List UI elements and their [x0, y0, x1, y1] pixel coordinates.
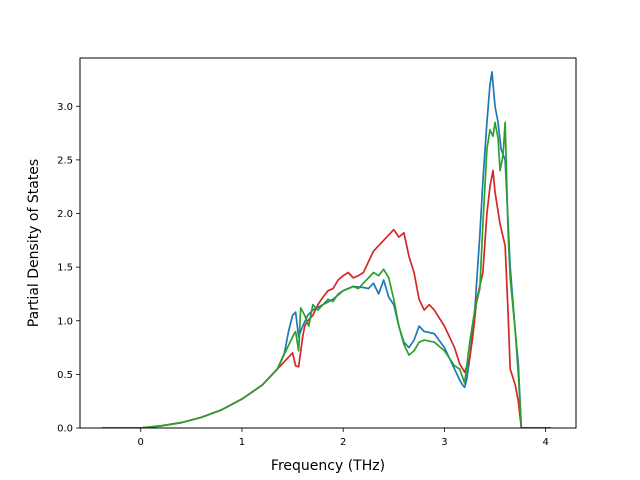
series-layer [102, 71, 551, 428]
plot-frame [79, 57, 577, 429]
x-tick-label: 2 [340, 437, 346, 448]
y-tick-label: 0.0 [57, 424, 73, 435]
y-axis-label: Partial Density of States [26, 159, 42, 327]
y-tick-label: 1.0 [57, 316, 73, 327]
y-tick-label: 2.0 [57, 209, 73, 220]
x-tick-label: 3 [441, 437, 447, 448]
x-axis-ticks: 0 1 2 3 4 [138, 428, 549, 448]
y-tick-label: 0.5 [57, 370, 73, 381]
y-tick-label: 2.5 [57, 155, 73, 166]
x-tick-label: 4 [542, 437, 548, 448]
y-axis-ticks: 0.0 0.5 1.0 1.5 2.0 2.5 3.0 [57, 102, 80, 435]
series-line-2 [102, 169, 551, 428]
y-tick-label: 3.0 [57, 102, 73, 113]
series-line-3 [102, 121, 551, 428]
x-tick-label: 0 [138, 437, 144, 448]
x-tick-label: 1 [239, 437, 245, 448]
y-tick-label: 1.5 [57, 263, 73, 274]
x-axis-label: Frequency (THz) [271, 458, 385, 474]
